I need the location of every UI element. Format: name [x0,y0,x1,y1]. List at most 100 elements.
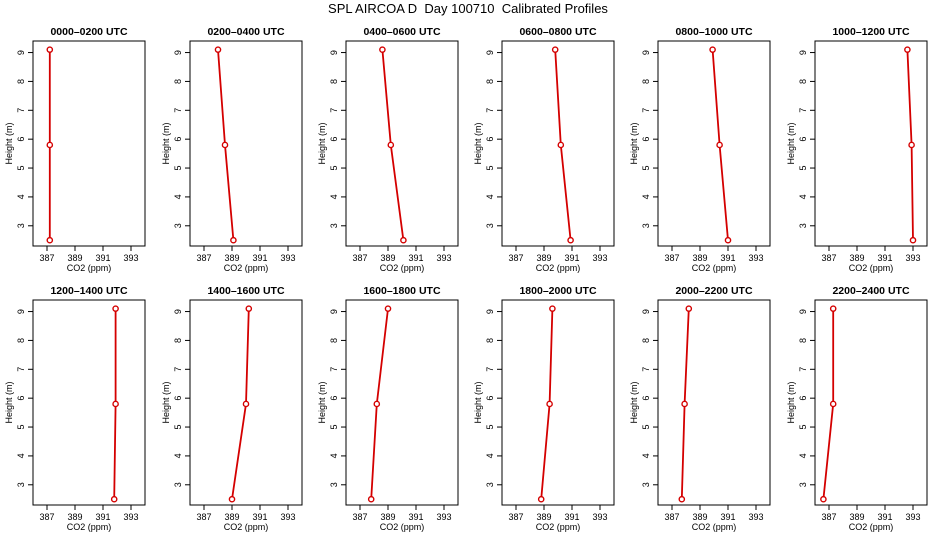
x-tick-label: 387 [664,512,679,522]
y-tick-label: 9 [485,50,495,55]
panel-title: 1400–1600 UTC [207,285,284,297]
y-tick-label: 8 [173,338,183,343]
data-point [373,400,381,408]
x-tick-label: 393 [436,512,451,522]
x-tick-label: 387 [508,253,523,263]
y-tick-label: 6 [173,396,183,401]
panel-4: 0600–0800 UTC 387 389 391 393 3 4 5 6 7 8 9 CO2 (ppm… [473,26,615,273]
x-axis-label: CO2 (ppm) [849,522,894,532]
y-tick-label: 4 [641,194,651,199]
data-point [228,495,236,503]
data-point [112,305,119,312]
y-tick-label: 9 [329,50,339,55]
data-point [242,400,250,408]
x-tick-label: 393 [280,512,295,522]
panel-title: 0200–0400 UTC [207,26,284,38]
y-tick-label: 7 [173,367,183,372]
data-point [709,46,716,53]
x-tick-label: 393 [280,253,295,263]
x-tick-label: 387 [196,253,211,263]
data-point [387,141,395,149]
panel-title: 2000–2200 UTC [675,285,752,297]
x-axis-label: CO2 (ppm) [849,263,894,273]
y-tick-label: 9 [16,309,26,314]
x-tick-label: 389 [380,512,395,522]
x-tick-label: 393 [748,512,763,522]
y-tick-label: 4 [641,453,651,458]
data-point [384,305,392,312]
data-point [400,236,407,244]
x-tick-label: 391 [408,253,423,263]
x-tick-label: 393 [592,253,607,263]
plot-frame [814,299,928,506]
x-tick-label: 393 [123,253,138,263]
x-tick-label: 391 [564,512,579,522]
y-tick-label: 5 [173,425,183,430]
x-tick-label: 393 [592,512,607,522]
data-point [379,46,386,53]
y-tick-label: 5 [485,425,495,430]
x-tick-label: 391 [95,253,110,263]
panel-title: 2200–2400 UTC [832,285,909,297]
data-point [551,46,559,53]
y-axis-label: Height (m) [161,122,171,164]
data-point [567,236,574,244]
x-tick-label: 391 [720,253,735,263]
plot-frame [814,40,928,247]
y-tick-label: 3 [798,223,808,228]
x-tick-label: 387 [821,253,836,263]
panel-title: 1000–1200 UTC [832,26,909,38]
panel-title: 0600–0800 UTC [519,26,596,38]
x-tick-label: 389 [67,253,82,263]
panel-title: 1800–2000 UTC [519,285,596,297]
y-tick-label: 4 [173,453,183,458]
data-point [546,400,553,408]
y-tick-label: 3 [173,482,183,487]
y-tick-label: 3 [485,482,495,487]
y-axis-label: Height (m) [317,381,327,423]
y-axis-label: Height (m) [473,381,483,423]
y-tick-label: 8 [641,338,651,343]
y-axis-label: Height (m) [317,122,327,164]
y-tick-label: 6 [641,137,651,142]
plot-frame [657,299,771,506]
panel-11: 2000–2200 UTC 387 389 391 393 3 4 5 6 7 8 9 CO2 (ppm… [629,285,771,532]
y-tick-label: 7 [641,108,651,113]
panel-title: 1600–1800 UTC [363,285,440,297]
data-point [829,400,837,408]
y-tick-label: 9 [641,309,651,314]
panel-7: 1200–1400 UTC 387 389 391 393 3 4 5 6 7 8 9 CO2 (ppm… [4,285,146,532]
y-tick-label: 4 [16,194,26,199]
y-tick-label: 3 [485,223,495,228]
y-tick-label: 9 [798,309,808,314]
y-tick-label: 9 [485,309,495,314]
y-axis-label: Height (m) [629,122,639,164]
y-tick-label: 3 [329,223,339,228]
data-point [681,400,688,408]
x-tick-label: 387 [821,512,836,522]
panel-title: 1200–1400 UTC [50,285,127,297]
x-tick-label: 393 [905,512,920,522]
data-point [820,495,827,503]
data-point [367,495,375,503]
y-tick-label: 8 [329,79,339,84]
y-tick-label: 5 [329,166,339,171]
y-tick-label: 3 [173,223,183,228]
y-tick-label: 5 [16,425,26,430]
y-tick-label: 4 [173,194,183,199]
y-tick-label: 6 [485,137,495,142]
y-tick-label: 3 [16,223,26,228]
data-point [214,46,222,53]
x-axis-label: CO2 (ppm) [380,522,425,532]
y-tick-label: 4 [485,453,495,458]
x-tick-label: 387 [664,253,679,263]
y-tick-label: 5 [641,425,651,430]
data-point [46,141,54,149]
x-tick-label: 391 [877,253,892,263]
data-point [221,141,229,149]
y-tick-label: 8 [798,79,808,84]
y-tick-label: 9 [173,309,183,314]
panel-6: 1000–1200 UTC 387 389 391 393 3 4 5 6 7 8 9 CO2 (ppm… [786,26,928,273]
x-axis-label: CO2 (ppm) [67,263,112,273]
